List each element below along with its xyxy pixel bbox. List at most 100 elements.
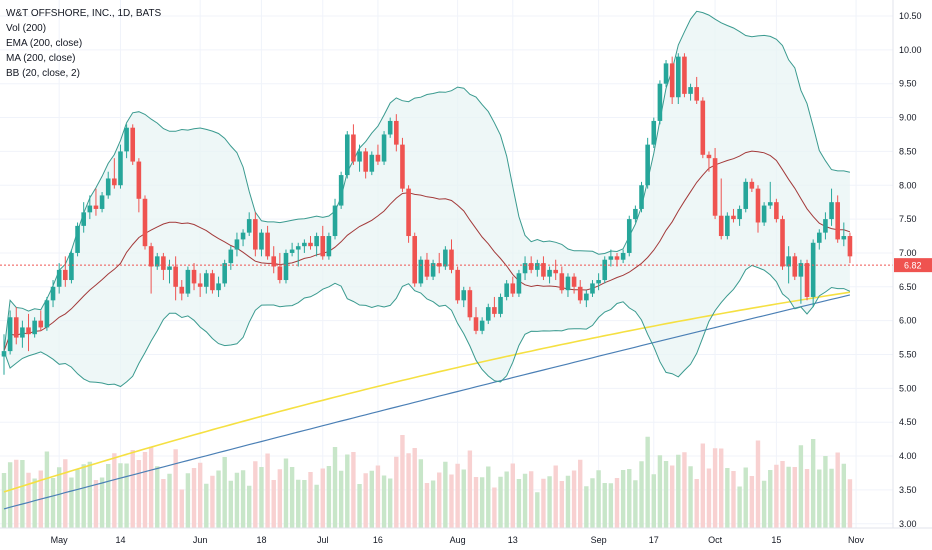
- candle-body: [148, 246, 154, 267]
- volume-bar: [99, 477, 105, 528]
- candle-body: [559, 273, 565, 291]
- candle-body: [75, 225, 80, 253]
- volume-bar: [381, 475, 387, 528]
- volume-bar: [810, 439, 816, 528]
- price-axis-tick-label: 3.50: [899, 485, 917, 495]
- candle-body: [639, 185, 644, 209]
- candle-body: [197, 283, 203, 287]
- volume-bar: [167, 473, 172, 528]
- candle-body: [332, 205, 338, 237]
- candle-body: [338, 175, 344, 206]
- candle-body: [504, 283, 509, 297]
- candle-body: [112, 178, 117, 186]
- legend-bb[interactable]: BB (20, close, 2): [6, 68, 80, 79]
- candle-body: [737, 208, 742, 220]
- volume-bar: [774, 464, 779, 528]
- volume-bar: [387, 478, 393, 528]
- legend-ema[interactable]: EMA (200, close): [6, 38, 83, 49]
- legend-ma[interactable]: MA (200, close): [6, 53, 76, 64]
- candle-body: [810, 242, 816, 297]
- candle-body: [602, 259, 608, 281]
- price-axis-tick-label: 4.00: [899, 451, 917, 461]
- bollinger-band-fill: [4, 11, 850, 387]
- last-price-label: 6.82: [904, 261, 922, 271]
- volume-bar: [565, 475, 571, 528]
- candle-body: [510, 283, 516, 294]
- candle-body: [167, 266, 172, 270]
- volume-bar: [155, 466, 160, 528]
- price-axis-tick-label: 7.00: [899, 248, 917, 258]
- candle-body: [302, 242, 307, 247]
- volume-bar: [253, 461, 258, 528]
- volume-bar: [204, 483, 209, 528]
- time-axis-tick-label: Sep: [591, 535, 607, 545]
- legend-volume[interactable]: Vol (200): [6, 23, 47, 34]
- candle-body: [387, 120, 393, 135]
- volume-bar: [584, 486, 589, 528]
- candle-body: [774, 202, 779, 220]
- volume-bar: [682, 452, 687, 528]
- candle-body: [492, 307, 497, 314]
- candle-body: [755, 188, 761, 223]
- volume-bar: [240, 470, 246, 528]
- candle-body: [253, 219, 258, 250]
- volume-bar: [651, 474, 656, 528]
- volume-bar: [780, 461, 785, 528]
- chart-legend: W&T OFFSHORE, INC., 1D, BATS Vol (200) E…: [6, 6, 161, 81]
- candle-body: [608, 256, 614, 260]
- candle-body: [731, 215, 736, 220]
- volume-bar: [136, 460, 142, 528]
- volume-bar: [553, 465, 558, 528]
- candle-body: [584, 293, 589, 301]
- volume-bar: [823, 456, 828, 528]
- candle-body: [326, 236, 332, 257]
- volume-bar: [418, 459, 424, 528]
- candle-body: [7, 317, 13, 352]
- candle-body: [780, 219, 785, 267]
- volume-bar: [271, 480, 276, 528]
- volume-bar: [473, 477, 479, 528]
- price-axis-tick-label: 8.50: [899, 146, 917, 156]
- candle-body: [761, 205, 767, 223]
- volume-bar: [817, 469, 822, 528]
- candle-body: [50, 286, 56, 301]
- time-axis-tick-label: 14: [115, 535, 125, 545]
- candle-body: [541, 263, 546, 277]
- candle-body: [406, 188, 411, 237]
- volume-bar: [443, 461, 448, 528]
- volume-bar: [510, 463, 515, 528]
- time-axis-tick-label: 13: [508, 535, 518, 545]
- candle-body: [26, 327, 31, 335]
- volume-bar: [363, 473, 368, 528]
- candle-body: [725, 215, 730, 237]
- candle-body: [590, 283, 595, 294]
- candle-body: [645, 144, 650, 186]
- volume-bar: [357, 484, 362, 528]
- volume-bar: [394, 456, 399, 528]
- volume-bar: [841, 463, 847, 528]
- candle-body: [32, 320, 37, 335]
- time-axis-tick-label: 16: [373, 535, 383, 545]
- candle-body: [443, 249, 448, 267]
- candle-body: [516, 273, 522, 294]
- volume-bar: [179, 489, 184, 528]
- volume-bar: [639, 461, 644, 528]
- candle-body: [657, 83, 663, 121]
- candle-body: [688, 87, 693, 94]
- candle-body: [835, 202, 840, 240]
- candle-body: [528, 263, 534, 270]
- candle-body: [700, 100, 706, 155]
- candle-body: [381, 134, 387, 162]
- candle-body: [185, 269, 191, 294]
- volume-bar: [461, 469, 466, 528]
- volume-bar: [289, 467, 295, 528]
- price-axis-tick-label: 5.50: [899, 350, 917, 360]
- time-axis-tick-label: Oct: [708, 535, 723, 545]
- volume-bar: [75, 469, 80, 528]
- candle-body: [154, 256, 160, 267]
- time-axis-tick-label: Jun: [193, 535, 208, 545]
- legend-symbol[interactable]: W&T OFFSHORE, INC., 1D, BATS: [6, 8, 162, 19]
- candle-body: [829, 202, 834, 220]
